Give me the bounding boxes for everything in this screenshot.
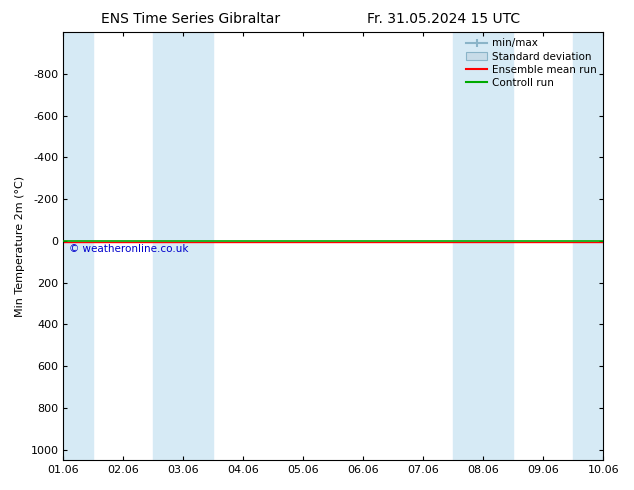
Legend: min/max, Standard deviation, Ensemble mean run, Controll run: min/max, Standard deviation, Ensemble me… bbox=[462, 34, 601, 92]
Text: ENS Time Series Gibraltar: ENS Time Series Gibraltar bbox=[101, 12, 280, 26]
Bar bbox=[153, 32, 214, 460]
Bar bbox=[453, 32, 514, 460]
Bar bbox=[573, 32, 603, 460]
Y-axis label: Min Temperature 2m (°C): Min Temperature 2m (°C) bbox=[15, 175, 25, 317]
Text: © weatheronline.co.uk: © weatheronline.co.uk bbox=[69, 244, 188, 254]
Text: Fr. 31.05.2024 15 UTC: Fr. 31.05.2024 15 UTC bbox=[367, 12, 521, 26]
Bar bbox=[63, 32, 93, 460]
